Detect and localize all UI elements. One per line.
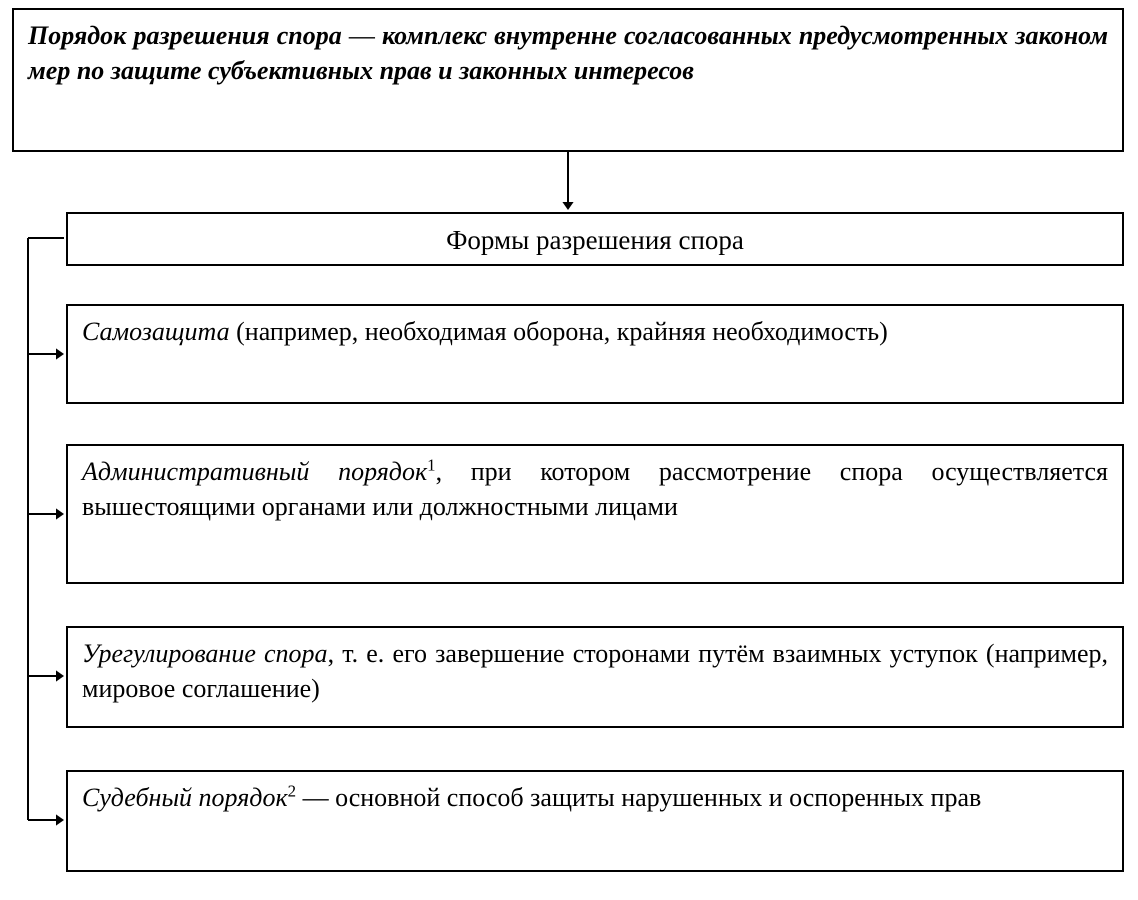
form-item-self-defense: Самозащита (например, необходимая оборон… [66,304,1124,404]
form-item-lead: Судебный порядок [82,783,288,812]
form-item-lead: Урегулирование спора [82,639,328,668]
form-item-sup: 2 [288,781,296,800]
forms-title-box: Формы разрешения спора [66,212,1124,266]
form-item-lead: Административный порядок [82,457,427,486]
form-item-rest: — основной способ защиты нарушенных и ос… [296,783,981,812]
forms-title-text: Формы разрешения спора [446,225,744,255]
form-item-settlement: Урегулирование спора, т. е. его завершен… [66,626,1124,728]
diagram-canvas: Порядок разрешения спора — комплекс внут… [0,0,1138,900]
form-item-text: Административный порядок1, при котором р… [82,454,1108,524]
dash: — [342,21,382,50]
form-item-lead: Самозащита [82,317,236,346]
definition-text: Порядок разрешения спора — комплекс внут… [28,18,1108,88]
form-item-sup: 1 [427,455,435,474]
form-item-text: Судебный порядок2 — основной способ защи… [82,780,1108,815]
definition-box: Порядок разрешения спора — комплекс внут… [12,8,1124,152]
form-item-judicial: Судебный порядок2 — основной способ защи… [66,770,1124,872]
term: Порядок разрешения спора [28,21,342,50]
form-item-administrative: Административный порядок1, при котором р… [66,444,1124,584]
form-item-text: Урегулирование спора, т. е. его завершен… [82,636,1108,706]
form-item-text: Самозащита (например, необходимая оборон… [82,314,1108,349]
form-item-rest: (например, необходимая оборона, крайняя … [236,317,888,346]
